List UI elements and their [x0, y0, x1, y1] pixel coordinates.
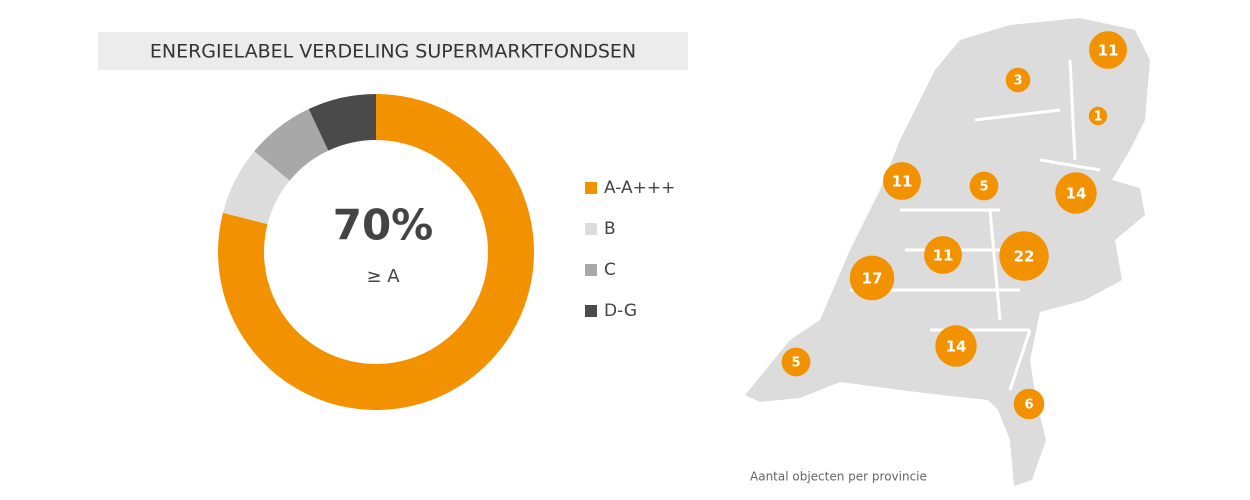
legend-label: C — [604, 260, 616, 280]
bubble-label: 17 — [862, 270, 883, 288]
legend-swatch — [585, 223, 597, 235]
bubble-label: 1 — [1093, 110, 1102, 125]
bubble-label: 6 — [1024, 398, 1033, 413]
bubble-label: 5 — [791, 356, 800, 371]
bubble-label: 14 — [1066, 185, 1087, 203]
bubble — [1088, 106, 1108, 126]
donut-segment — [254, 109, 329, 181]
bubble-label: 11 — [933, 247, 954, 265]
donut-segment — [308, 94, 376, 151]
center-sublabel: ≥ A — [366, 266, 400, 287]
bubble — [781, 347, 811, 377]
donut-segment — [222, 151, 290, 225]
bubble — [999, 231, 1049, 281]
bubble — [849, 255, 895, 301]
bubble — [935, 325, 977, 367]
bubble — [1013, 388, 1045, 420]
map-caption: Aantal objecten per provincie — [750, 470, 927, 484]
bubble — [883, 162, 921, 200]
center-label: 70% — [333, 201, 434, 250]
bubble-label: 11 — [1098, 42, 1119, 60]
bubble — [1005, 67, 1031, 93]
bubble — [1089, 31, 1127, 69]
legend-label: B — [604, 219, 616, 239]
bubble-label: 11 — [892, 173, 913, 191]
bubble-label: 5 — [979, 180, 988, 195]
bubble — [924, 236, 962, 274]
title-background — [98, 32, 688, 70]
legend-swatch — [585, 305, 597, 317]
legend-label: A-A+++ — [604, 178, 675, 198]
legend-label: D-G — [604, 301, 637, 321]
bubble-label: 14 — [946, 338, 967, 356]
bubble — [1055, 172, 1097, 214]
bubble — [969, 171, 999, 201]
bubble-label: 3 — [1013, 74, 1022, 89]
chart-title: ENERGIELABEL VERDELING SUPERMARKTFONDSEN — [150, 41, 636, 63]
legend-swatch — [585, 264, 597, 276]
legend-swatch — [585, 182, 597, 194]
bubble-label: 22 — [1014, 248, 1035, 266]
